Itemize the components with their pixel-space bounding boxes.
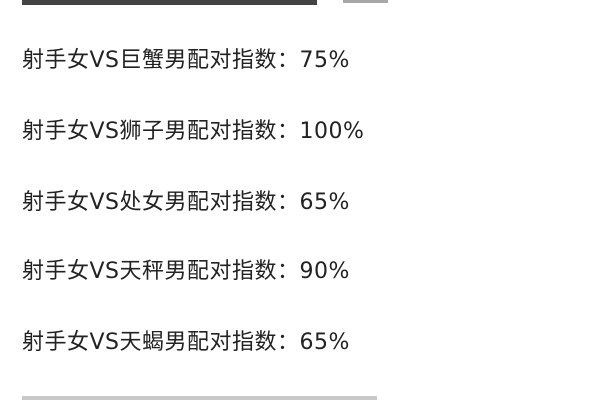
compatibility-line: 射手女VS狮子男配对指数：100% <box>22 119 365 144</box>
cropped-line-top-value <box>343 0 388 3</box>
cropped-line-top <box>22 0 317 5</box>
compatibility-line: 射手女VS巨蟹男配对指数：75% <box>22 48 350 73</box>
cropped-line-bottom <box>22 396 377 400</box>
compatibility-line: 射手女VS天秤男配对指数：90% <box>22 259 350 284</box>
compatibility-line: 射手女VS处女男配对指数：65% <box>22 190 350 215</box>
compatibility-line: 射手女VS天蝎男配对指数：65% <box>22 330 350 355</box>
